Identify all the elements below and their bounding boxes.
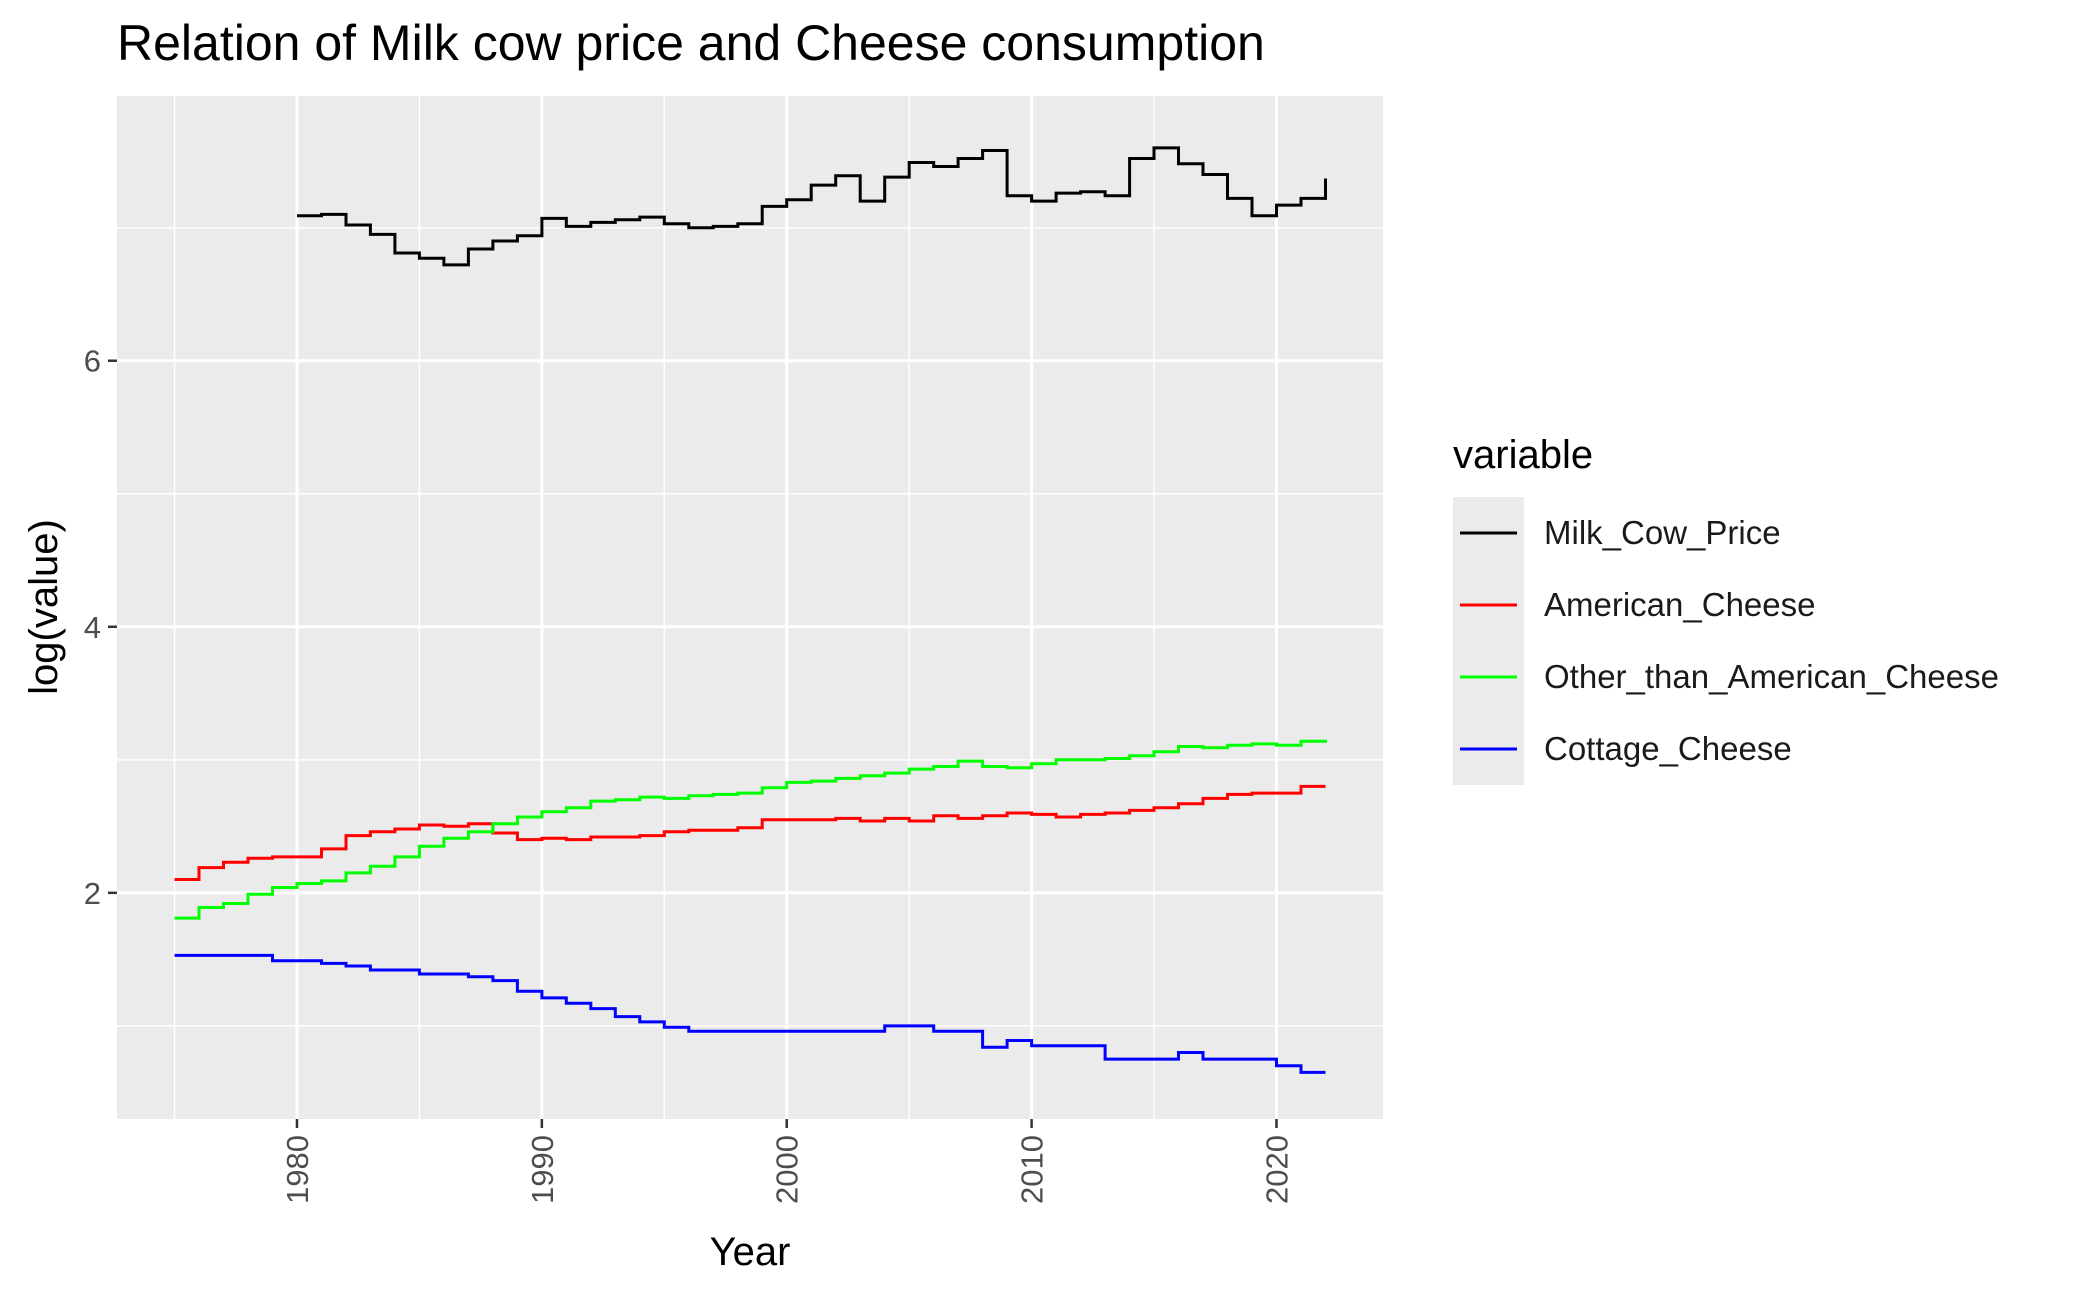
series-line-milk-cow-price [297,146,1327,267]
x-axis-title: Year [710,1230,791,1274]
legend-items: Milk_Cow_Price American_Cheese Other_than_… [1453,497,1999,785]
axes: 1980 1990 2000 2010 2020 2 4 6 [84,344,1295,1204]
series-line-cottage-cheese [174,953,1326,1074]
legend-key-background [1453,497,1524,785]
series-lines [174,146,1327,1074]
x-tick-label: 2020 [1259,1135,1294,1204]
chart-title: Relation of Milk cow price and Cheese co… [117,15,1265,71]
legend-label: Cottage_Cheese [1544,730,1792,767]
series-line-other-than-american-cheese [174,739,1327,920]
x-tick-label: 1990 [525,1135,560,1204]
x-tick-label: 2000 [770,1135,805,1204]
x-tick-label: 1980 [280,1135,315,1204]
x-tick-label: 2010 [1015,1135,1050,1204]
gridlines [117,96,1383,1119]
legend-label: Other_than_American_Cheese [1544,658,1999,695]
legend-title: variable [1453,433,1593,477]
y-tick-label: 6 [84,344,101,379]
plot-panel [117,96,1383,1119]
legend: variable Milk_Cow_Price American_Cheese Ot… [1453,433,1999,785]
series-line-american-cheese [174,784,1326,881]
y-tick-label: 2 [84,876,101,911]
legend-label: American_Cheese [1544,586,1815,623]
y-tick-label: 4 [84,610,101,645]
legend-label: Milk_Cow_Price [1544,514,1781,551]
y-axis-title: log(value) [22,519,66,695]
